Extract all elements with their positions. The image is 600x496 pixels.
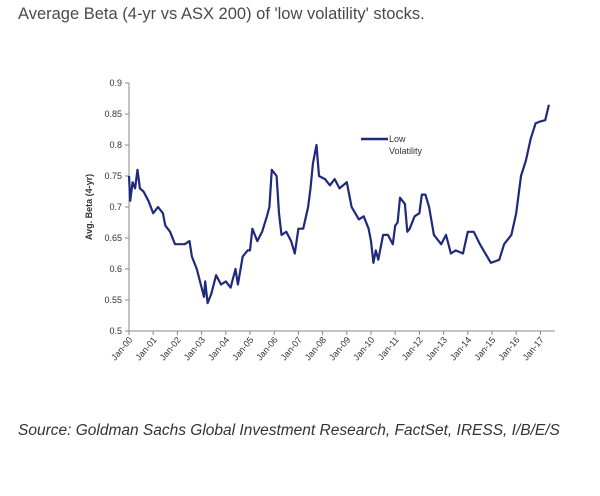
x-tick-label: Jan-08 [303, 335, 328, 363]
x-tick-label: Jan-03 [182, 335, 207, 363]
x-tick-label: Jan-01 [133, 335, 158, 363]
y-tick-label: 0.75 [104, 171, 122, 181]
x-tick-label: Jan-04 [206, 335, 231, 363]
y-tick-label: 0.8 [109, 140, 122, 150]
y-tick-label: 0.85 [104, 109, 122, 119]
x-tick-label: Jan-09 [327, 335, 352, 363]
x-tick-label: Jan-15 [472, 335, 497, 363]
x-tick-label: Jan-05 [230, 335, 255, 363]
x-tick-label: Jan-12 [400, 335, 425, 363]
x-tick-label: Jan-13 [424, 335, 449, 363]
y-tick-label: 0.5 [109, 326, 122, 336]
legend-label-line2: Volatility [389, 146, 423, 156]
y-tick-label: 0.6 [109, 264, 122, 274]
source-note: Source: Goldman Sachs Global Investment … [18, 422, 560, 439]
x-tick-label: Jan-16 [496, 335, 521, 363]
x-tick-label: Jan-06 [254, 335, 279, 363]
x-tick-label: Jan-02 [158, 335, 183, 363]
x-tick-label: Jan-07 [279, 335, 304, 363]
x-tick-label: Jan-11 [376, 335, 401, 362]
legend: Low Volatility [361, 134, 423, 156]
x-tick-label: Jan-00 [109, 335, 134, 363]
y-tick-label: 0.7 [109, 202, 122, 212]
series-line-low-volatility [127, 104, 550, 305]
y-tick-label: 0.9 [109, 78, 122, 88]
y-tick-label: 0.55 [104, 295, 122, 305]
line-chart: 0.50.550.60.650.70.750.80.850.9 Jan-00Ja… [84, 78, 555, 363]
y-tick-label: 0.65 [104, 233, 122, 243]
x-tick-label: Jan-10 [351, 335, 376, 363]
x-tick-label: Jan-14 [448, 335, 473, 363]
y-axis-label: Avg. Beta (4-yr) [84, 174, 94, 240]
legend-label-line1: Low [389, 134, 406, 144]
x-tick-label: Jan-17 [521, 335, 546, 363]
chart-title: Average Beta (4-yr vs ASX 200) of 'low v… [18, 5, 425, 23]
